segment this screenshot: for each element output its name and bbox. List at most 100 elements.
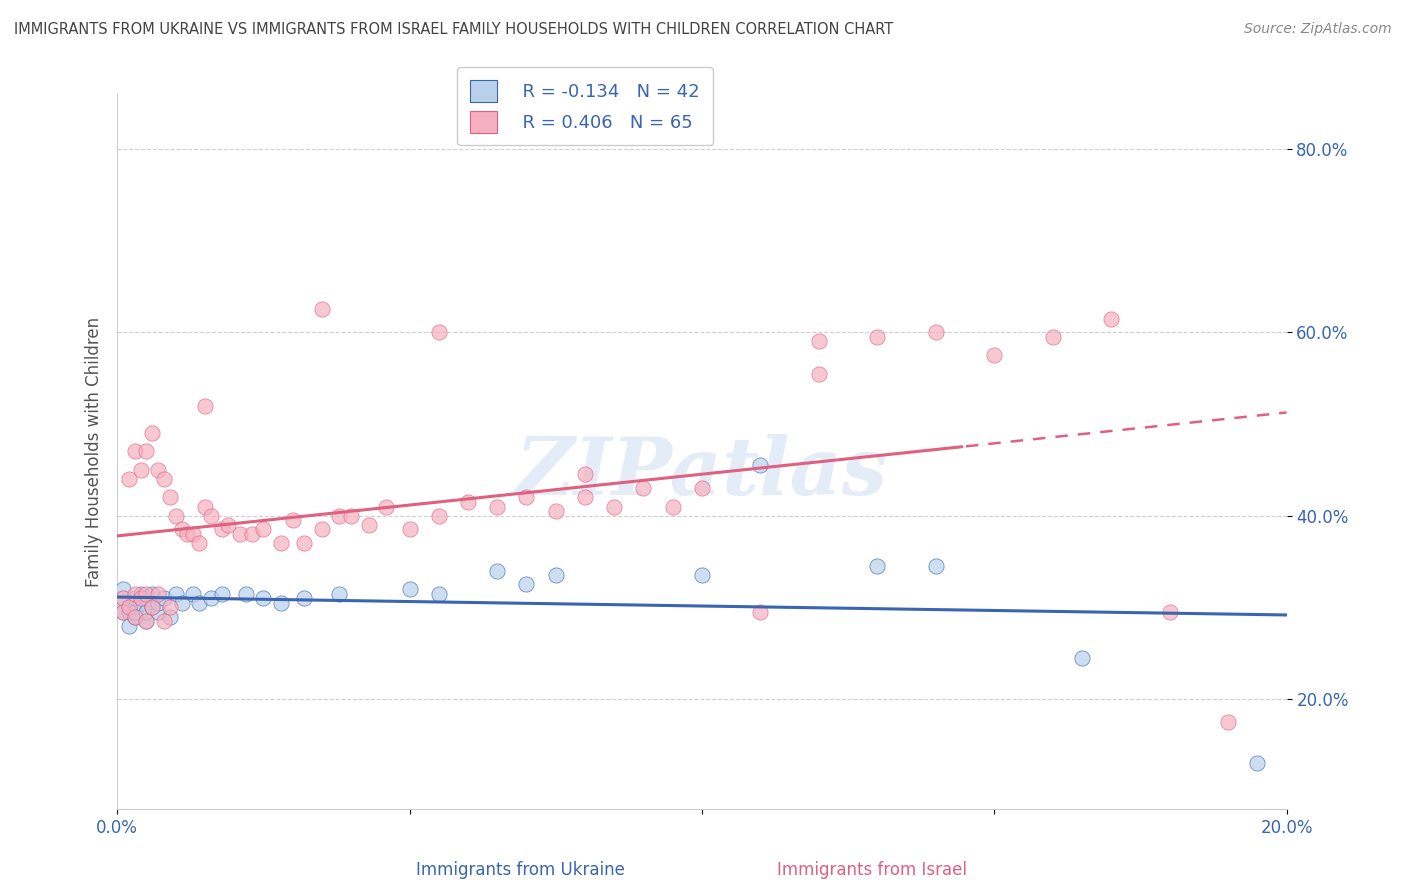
Point xyxy=(129,596,152,610)
Point xyxy=(165,587,187,601)
Point xyxy=(749,605,772,619)
Point xyxy=(398,523,420,537)
Point xyxy=(159,609,181,624)
Point xyxy=(146,596,169,610)
Point xyxy=(159,600,181,615)
Point xyxy=(633,481,655,495)
Point xyxy=(311,302,333,317)
Point xyxy=(141,600,163,615)
Point xyxy=(574,491,596,505)
Point xyxy=(118,618,141,632)
Point xyxy=(124,444,146,458)
Point xyxy=(170,523,193,537)
Point xyxy=(866,559,889,574)
Point xyxy=(112,591,135,606)
Point xyxy=(1216,714,1239,729)
Point xyxy=(1099,311,1122,326)
Point xyxy=(398,582,420,596)
Point xyxy=(194,399,217,413)
Point xyxy=(118,472,141,486)
Point xyxy=(574,467,596,482)
Point xyxy=(211,587,233,601)
Point xyxy=(124,587,146,601)
Point xyxy=(118,600,141,615)
Point xyxy=(146,605,169,619)
Point xyxy=(340,508,363,523)
Point xyxy=(141,600,163,615)
Point xyxy=(129,591,152,606)
Point xyxy=(357,517,380,532)
Point xyxy=(292,536,315,550)
Point xyxy=(1246,756,1268,771)
Point xyxy=(311,523,333,537)
Point xyxy=(292,591,315,606)
Text: IMMIGRANTS FROM UKRAINE VS IMMIGRANTS FROM ISRAEL FAMILY HOUSEHOLDS WITH CHILDRE: IMMIGRANTS FROM UKRAINE VS IMMIGRANTS FR… xyxy=(14,22,893,37)
Y-axis label: Family Households with Children: Family Households with Children xyxy=(86,317,103,587)
Point xyxy=(124,591,146,606)
Point xyxy=(112,605,135,619)
Point xyxy=(135,587,157,601)
Point xyxy=(925,325,948,339)
Point xyxy=(749,458,772,473)
Legend:   R = -0.134   N = 42,   R = 0.406   N = 65: R = -0.134 N = 42, R = 0.406 N = 65 xyxy=(457,67,713,145)
Point xyxy=(544,568,567,582)
Text: Immigrants from Israel: Immigrants from Israel xyxy=(776,861,967,879)
Point xyxy=(200,508,222,523)
Point xyxy=(129,587,152,601)
Point xyxy=(124,609,146,624)
Point xyxy=(118,605,141,619)
Point xyxy=(281,513,304,527)
Point xyxy=(427,587,450,601)
Text: ZIPatlas: ZIPatlas xyxy=(516,434,889,512)
Point xyxy=(603,500,626,514)
Point xyxy=(235,587,257,601)
Point xyxy=(983,348,1005,362)
Point xyxy=(124,609,146,624)
Point xyxy=(118,600,141,615)
Text: Source: ZipAtlas.com: Source: ZipAtlas.com xyxy=(1244,22,1392,37)
Point xyxy=(153,614,176,628)
Point xyxy=(112,605,135,619)
Text: Immigrants from Ukraine: Immigrants from Ukraine xyxy=(416,861,624,879)
Point xyxy=(252,591,274,606)
Point xyxy=(1042,330,1064,344)
Point xyxy=(153,472,176,486)
Point xyxy=(544,504,567,518)
Point xyxy=(328,587,350,601)
Point xyxy=(427,508,450,523)
Point xyxy=(240,527,263,541)
Point xyxy=(135,614,157,628)
Point xyxy=(135,444,157,458)
Point xyxy=(690,481,713,495)
Point xyxy=(925,559,948,574)
Point xyxy=(141,587,163,601)
Point xyxy=(486,500,509,514)
Point xyxy=(1159,605,1181,619)
Point xyxy=(159,491,181,505)
Point xyxy=(153,591,176,606)
Point xyxy=(181,527,204,541)
Point xyxy=(135,605,157,619)
Point xyxy=(217,517,239,532)
Point xyxy=(457,495,479,509)
Point xyxy=(194,500,217,514)
Point xyxy=(807,334,830,349)
Point xyxy=(486,564,509,578)
Point xyxy=(146,587,169,601)
Point xyxy=(112,582,135,596)
Point xyxy=(135,591,157,606)
Point xyxy=(181,587,204,601)
Point xyxy=(1071,650,1094,665)
Point xyxy=(146,463,169,477)
Point xyxy=(124,605,146,619)
Point xyxy=(270,596,292,610)
Point xyxy=(176,527,198,541)
Point xyxy=(135,614,157,628)
Point xyxy=(141,426,163,441)
Point xyxy=(229,527,252,541)
Point xyxy=(270,536,292,550)
Point xyxy=(112,591,135,606)
Point xyxy=(515,577,537,591)
Point xyxy=(866,330,889,344)
Point xyxy=(690,568,713,582)
